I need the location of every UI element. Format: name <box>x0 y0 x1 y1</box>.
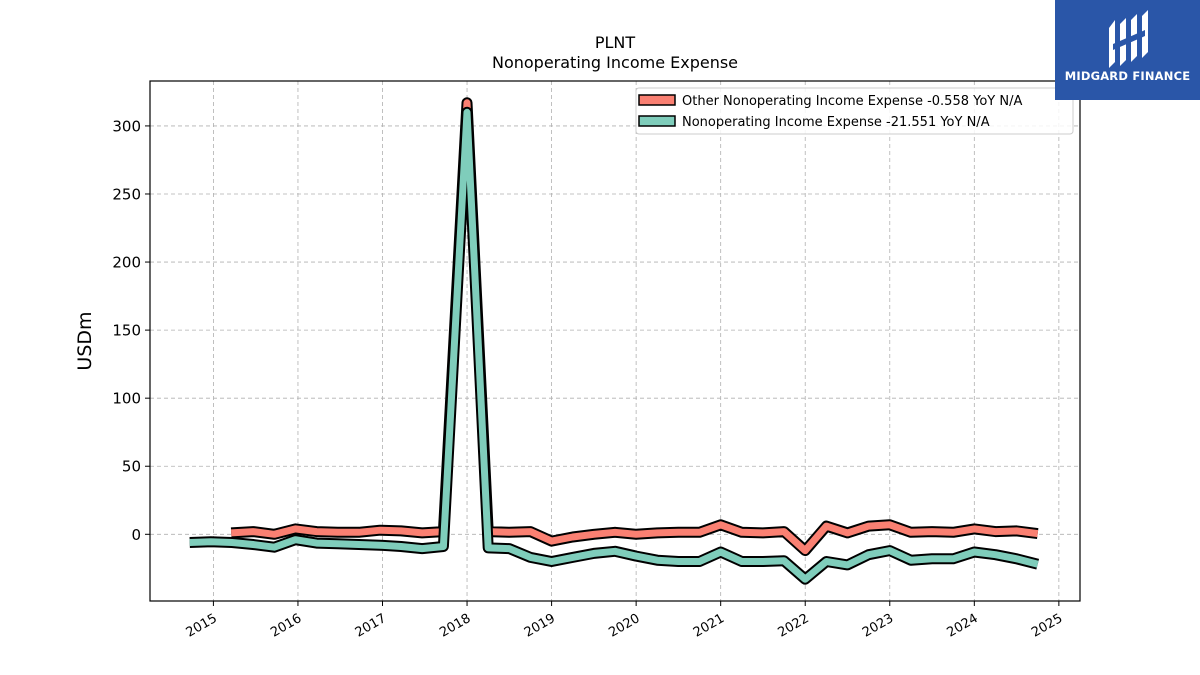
chart-title: PLNT <box>595 33 636 52</box>
legend: Other Nonoperating Income Expense -0.558… <box>635 87 1074 135</box>
series-0-outline <box>230 97 1039 557</box>
series-1-outline <box>189 106 1040 585</box>
logo-text: MIDGARD FINANCE <box>1064 69 1191 83</box>
x-tick-label: 2023 <box>860 611 896 641</box>
x-tick-label: 2017 <box>353 611 389 641</box>
x-tick-label: 2024 <box>945 611 981 641</box>
x-tick-label: 2022 <box>775 611 811 641</box>
series-1-line <box>189 108 1039 583</box>
x-tick-label: 2016 <box>268 611 304 641</box>
y-tick-label: 0 <box>131 526 141 544</box>
legend-label-1: Nonoperating Income Expense -21.551 YoY … <box>682 115 990 130</box>
x-tick-label: 2019 <box>522 611 558 641</box>
legend-label-0: Other Nonoperating Income Expense -0.558… <box>682 94 1022 109</box>
x-tick-label: 2020 <box>606 611 642 641</box>
y-tick-label: 50 <box>122 458 141 476</box>
plot-frame <box>149 80 1081 602</box>
x-tick-label: 2025 <box>1029 611 1065 641</box>
y-tick-label: 300 <box>112 117 141 135</box>
x-tick-label: 2021 <box>691 611 727 641</box>
y-tick-label: 200 <box>112 254 141 272</box>
y-tick-label: 100 <box>112 390 141 408</box>
grid <box>150 81 1080 601</box>
series-lines <box>189 97 1040 585</box>
x-tick-label: 2018 <box>437 611 473 641</box>
chart-subtitle: Nonoperating Income Expense <box>492 53 738 72</box>
x-tick-label: 2015 <box>184 611 220 641</box>
legend-box <box>635 87 1074 135</box>
series-0-line <box>230 99 1039 555</box>
x-axis: 2015 2016 2017 2018 2019 2020 2021 2022 2023 2024… <box>184 601 1065 641</box>
legend-swatch-0 <box>638 94 676 106</box>
y-tick-label: 250 <box>112 185 141 203</box>
midgard-logo-icon <box>1109 10 1148 68</box>
midgard-finance-logo: MIDGARD FINANCE <box>1055 0 1200 100</box>
y-tick-label: 150 <box>112 322 141 340</box>
legend-swatch-1 <box>638 115 676 127</box>
y-axis-label: USDm <box>74 311 96 370</box>
y-axis: 0 50 100 150 200 250 300 <box>112 117 150 544</box>
